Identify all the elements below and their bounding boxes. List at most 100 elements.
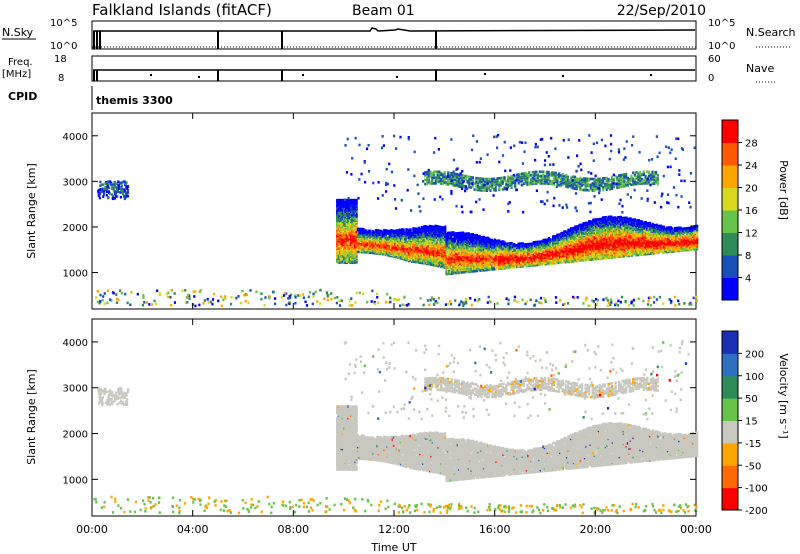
scatter-point (428, 224, 432, 228)
scatter-point (455, 262, 458, 266)
scatter-point (474, 244, 477, 247)
scatter-point (474, 263, 477, 267)
scatter-point (495, 254, 498, 258)
scatter-point (489, 238, 492, 242)
scatter-point (451, 256, 454, 260)
scatter-point (419, 251, 422, 254)
scatter-point (477, 268, 480, 271)
scatter-point (341, 225, 344, 229)
scatter-point (349, 235, 353, 239)
scatter-point (489, 265, 492, 269)
scatter-point (351, 202, 354, 206)
scatter-point (385, 229, 389, 233)
scatter-point (449, 241, 452, 245)
scatter-point (424, 229, 427, 232)
scatter-point (421, 228, 425, 232)
scatter-point (354, 198, 357, 202)
scatter-point (383, 239, 386, 242)
scatter-point (437, 225, 440, 228)
scatter-point (506, 242, 509, 245)
scatter-point (380, 232, 383, 235)
scatter-point (452, 246, 455, 250)
scatter-point (449, 256, 452, 260)
scatter-point (484, 236, 487, 240)
scatter-point (399, 237, 402, 241)
scatter-point (351, 198, 354, 202)
scatter-point (336, 203, 339, 207)
scatter-point (365, 229, 368, 232)
scatter-point (390, 229, 393, 232)
scatter-point (415, 253, 418, 256)
scatter-point (363, 229, 366, 232)
scatter-point (516, 243, 519, 247)
scatter-point (478, 255, 481, 258)
scatter-point (482, 268, 486, 272)
scatter-point (401, 228, 404, 231)
scatter-point (527, 250, 530, 254)
scatter-point (516, 265, 519, 269)
scatter-point (503, 254, 506, 257)
freq-label: Freq. (8, 57, 33, 68)
scatter-point (459, 231, 462, 235)
scatter-point (337, 247, 340, 250)
scatter-point (344, 202, 347, 206)
scatter-point (485, 241, 488, 245)
scatter-point (362, 227, 365, 231)
scatter-point (358, 231, 361, 235)
scatter-point (340, 238, 343, 242)
scatter-point (522, 252, 526, 255)
scatter-point (392, 229, 396, 233)
scatter-point (428, 227, 432, 230)
scatter-point (441, 261, 444, 265)
scatter-point (347, 257, 350, 261)
scatter-point (348, 235, 351, 239)
scatter-point (424, 254, 427, 258)
scatter-point (365, 233, 368, 236)
scatter-point (356, 241, 360, 245)
scatter-point (480, 266, 483, 270)
scatter-point (482, 235, 486, 239)
nsearch-label: N.Search (746, 26, 796, 39)
scatter-point (498, 239, 501, 242)
scatter-point (471, 261, 474, 264)
scatter-point (338, 232, 342, 235)
scatter-point (401, 247, 404, 250)
scatter-point (491, 245, 494, 248)
scatter-point (348, 229, 351, 233)
scatter-point (452, 237, 455, 241)
scatter-point (345, 229, 349, 233)
scatter-point (511, 259, 515, 263)
scatter-point (343, 226, 346, 230)
scatter-point (456, 242, 459, 245)
scatter-point (507, 263, 510, 267)
nsky-trace (93, 27, 696, 32)
scatter-point (336, 207, 339, 211)
scatter-point (495, 266, 498, 270)
scatter-point (349, 246, 353, 249)
scatter-point (347, 225, 350, 229)
scatter-point (427, 253, 430, 257)
scatter-point (524, 243, 527, 246)
scatter-point (510, 241, 513, 245)
scatter-point (491, 265, 494, 269)
scatter-point (452, 270, 455, 274)
scatter-point (430, 253, 433, 256)
scatter-point (397, 238, 400, 242)
scatter-point (480, 269, 483, 272)
scatter-point (485, 253, 488, 256)
scatter-point (475, 256, 479, 260)
scatter-point (341, 198, 344, 202)
scatter-point (433, 260, 436, 263)
scatter-point (402, 228, 405, 232)
scatter-point (416, 232, 419, 236)
scatter-point (338, 244, 342, 248)
scatter-point (480, 252, 483, 256)
scatter-point (478, 265, 481, 269)
scatter-point (337, 198, 340, 202)
scatter-point (428, 250, 432, 253)
scatter-point (493, 238, 497, 242)
scatter-point (493, 267, 497, 271)
scatter-point (470, 247, 473, 250)
power-frame (91, 112, 697, 310)
